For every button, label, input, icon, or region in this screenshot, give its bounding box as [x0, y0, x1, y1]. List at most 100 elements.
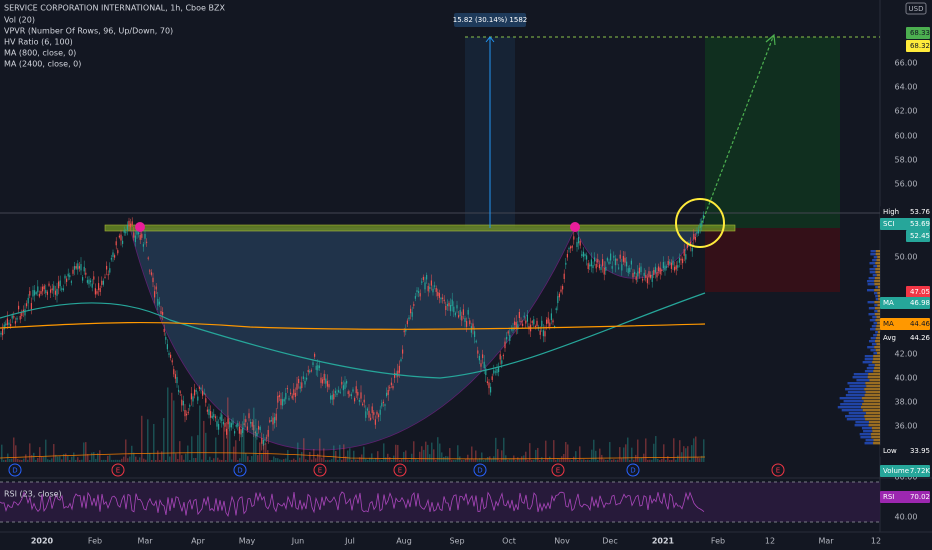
volume-bar	[347, 450, 349, 462]
vpvr-bar	[845, 394, 865, 397]
vpvr-bar	[865, 439, 874, 442]
cup-shape	[129, 227, 576, 451]
volume-bar	[389, 457, 391, 462]
vpvr-bar	[869, 271, 876, 274]
candle	[483, 361, 485, 368]
candle	[621, 264, 623, 271]
volume-bar	[109, 455, 111, 462]
candle	[307, 370, 309, 373]
candle	[278, 395, 280, 398]
volume-bar	[517, 457, 519, 462]
candle	[350, 394, 352, 397]
candle	[614, 258, 616, 266]
candle	[674, 266, 676, 271]
candle	[320, 377, 322, 383]
vpvr-bar	[841, 409, 863, 412]
candle	[130, 223, 132, 228]
candle	[616, 259, 618, 261]
volume-bar	[211, 459, 213, 462]
candle	[571, 245, 573, 248]
candle	[326, 380, 328, 387]
volume-bar	[575, 451, 577, 462]
candle	[214, 416, 216, 419]
vpvr-bar	[872, 316, 877, 319]
volume-bar	[607, 459, 609, 462]
candle	[398, 365, 400, 373]
price-badge	[880, 445, 930, 457]
candle	[435, 287, 437, 292]
volume-bar	[297, 442, 299, 462]
candle	[387, 389, 389, 395]
volume-bar	[61, 459, 63, 462]
event-letter: E	[398, 467, 402, 475]
volume-bar	[287, 450, 289, 462]
vpvr-bar	[871, 325, 877, 328]
vpvr-bar	[861, 427, 872, 430]
volume-bar	[185, 453, 187, 462]
vpvr-bar	[868, 421, 880, 424]
candle	[589, 264, 591, 267]
volume-bar	[397, 445, 399, 462]
price-badge	[880, 218, 930, 230]
volume-bar	[587, 459, 589, 462]
vpvr-bar	[849, 385, 867, 388]
vpvr-bar	[873, 370, 880, 373]
candle	[101, 280, 103, 285]
volume-bar	[155, 459, 157, 462]
volume-bar	[697, 457, 699, 462]
volume-bar	[309, 451, 311, 462]
vpvr-bar	[863, 430, 873, 433]
candle	[245, 419, 247, 423]
volume-bar	[549, 456, 551, 462]
candle	[598, 264, 600, 269]
volume-bar	[647, 459, 649, 462]
candle	[330, 395, 332, 400]
vpvr-bar	[874, 313, 880, 316]
volume-bar	[21, 459, 23, 462]
volume-bar	[683, 446, 685, 462]
vpvr-bar	[870, 250, 876, 253]
volume-bar	[167, 387, 169, 462]
badge-value: 7.72K	[910, 467, 931, 475]
candle	[536, 320, 538, 327]
candle	[472, 323, 474, 330]
vpvr-bar	[876, 274, 880, 277]
vpvr-bar	[876, 316, 880, 319]
price-badge	[880, 332, 930, 344]
candle	[293, 389, 295, 396]
candle	[230, 423, 232, 428]
candle	[506, 336, 508, 340]
time-label: Dec	[602, 537, 617, 546]
candle	[72, 269, 74, 274]
volume-bar	[93, 452, 95, 462]
candle	[325, 378, 327, 384]
volume-bar	[163, 418, 165, 462]
badge-label: MA	[883, 320, 894, 328]
candle	[590, 259, 592, 267]
time-label: Nov	[554, 537, 570, 546]
volume-bar	[629, 459, 631, 462]
candle	[390, 382, 392, 386]
candle	[16, 317, 18, 320]
vpvr-bar	[874, 301, 880, 304]
vpvr-bar	[877, 352, 880, 355]
badge-label: Low	[883, 447, 897, 455]
candle	[146, 241, 148, 243]
badge-value: 68.32	[910, 42, 930, 50]
candle	[608, 261, 610, 264]
candle	[216, 421, 218, 427]
vpvr-bar	[868, 364, 875, 367]
candle	[126, 224, 128, 230]
event-letter: D	[12, 467, 17, 475]
candle	[685, 254, 687, 260]
candle	[282, 399, 284, 406]
volume-bar	[27, 459, 29, 462]
vpvr-bar	[867, 289, 875, 292]
candle	[128, 220, 130, 227]
candle	[437, 291, 439, 296]
candle	[315, 365, 317, 370]
candle	[224, 422, 226, 427]
candle	[190, 393, 192, 400]
volume	[0, 387, 706, 462]
event-marker	[393, 463, 407, 477]
